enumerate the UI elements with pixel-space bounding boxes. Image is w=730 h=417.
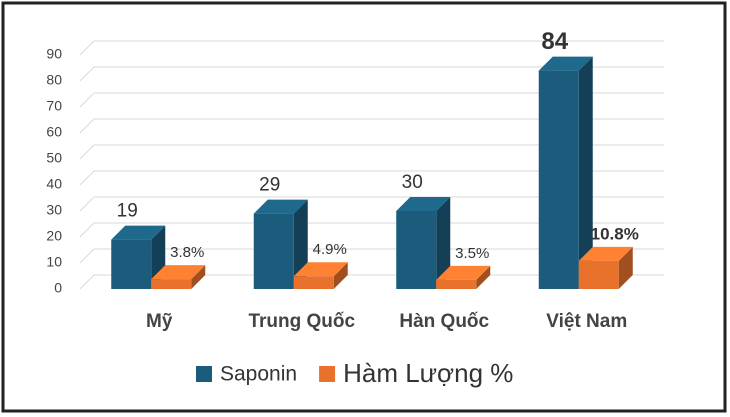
grid-line <box>79 144 664 160</box>
y-tick-label: 60 <box>46 124 62 140</box>
grid-line <box>79 222 664 238</box>
x-tick-label: Mỹ <box>146 311 173 332</box>
grid-line <box>79 40 664 56</box>
bar-face <box>151 279 192 289</box>
bar <box>538 56 593 289</box>
bar-face <box>436 197 451 289</box>
value-label: 3.8% <box>170 244 204 261</box>
bar-face <box>333 262 348 289</box>
y-tick-label: 0 <box>54 280 62 296</box>
bar-face <box>191 265 206 289</box>
bar <box>293 262 348 289</box>
bar-face <box>578 56 593 289</box>
bar-face <box>253 199 308 214</box>
grid-line <box>79 196 664 212</box>
bar-face <box>111 225 166 240</box>
bar-face <box>476 265 491 289</box>
grid-line <box>79 170 664 186</box>
bar <box>578 246 633 289</box>
bar <box>253 199 308 289</box>
value-label: 3.5% <box>455 245 489 262</box>
bar-face <box>293 262 348 277</box>
bar-face <box>538 56 593 71</box>
y-tick-label: 50 <box>46 150 62 166</box>
bar-face <box>538 70 579 289</box>
y-tick-label: 80 <box>46 72 62 88</box>
bar-face <box>618 246 633 289</box>
bar <box>436 265 491 289</box>
bar-face <box>293 276 334 289</box>
bar <box>151 265 206 289</box>
x-tick-label: Trung Quốc <box>248 311 355 332</box>
value-label: 19 <box>117 201 138 222</box>
y-tick-label: 90 <box>46 46 62 62</box>
bar-face <box>578 246 633 261</box>
bar-face <box>396 211 437 289</box>
legend-swatch <box>319 366 336 382</box>
grid-line <box>79 118 664 134</box>
legend-label: Saponin <box>220 363 297 386</box>
legend-swatch <box>196 366 212 382</box>
bar <box>396 197 451 289</box>
x-tick-label: Việt Nam <box>546 311 627 332</box>
x-tick-label: Hàn Quốc <box>399 311 489 332</box>
bar-face <box>151 265 206 280</box>
y-tick-label: 70 <box>46 98 62 114</box>
y-tick-label: 40 <box>46 176 62 192</box>
grid-line <box>79 92 664 108</box>
legend-label: Hàm Lượng % <box>343 358 513 388</box>
value-label: 10.8% <box>591 224 639 243</box>
bar-face <box>436 279 477 289</box>
grid-line <box>79 248 664 264</box>
y-tick-label: 10 <box>46 254 62 270</box>
bar-face <box>436 265 491 280</box>
bar-face <box>396 197 451 211</box>
y-tick-label: 30 <box>46 202 62 218</box>
bar <box>111 225 166 289</box>
value-label: 30 <box>402 172 423 193</box>
bar-face <box>111 239 152 289</box>
value-label: 29 <box>259 175 280 196</box>
value-label: 84 <box>541 28 568 55</box>
value-label: 4.9% <box>313 241 347 258</box>
bar-face <box>253 213 294 289</box>
bar-face <box>578 260 619 289</box>
y-tick-label: 20 <box>46 228 62 244</box>
grid-line <box>79 66 664 82</box>
